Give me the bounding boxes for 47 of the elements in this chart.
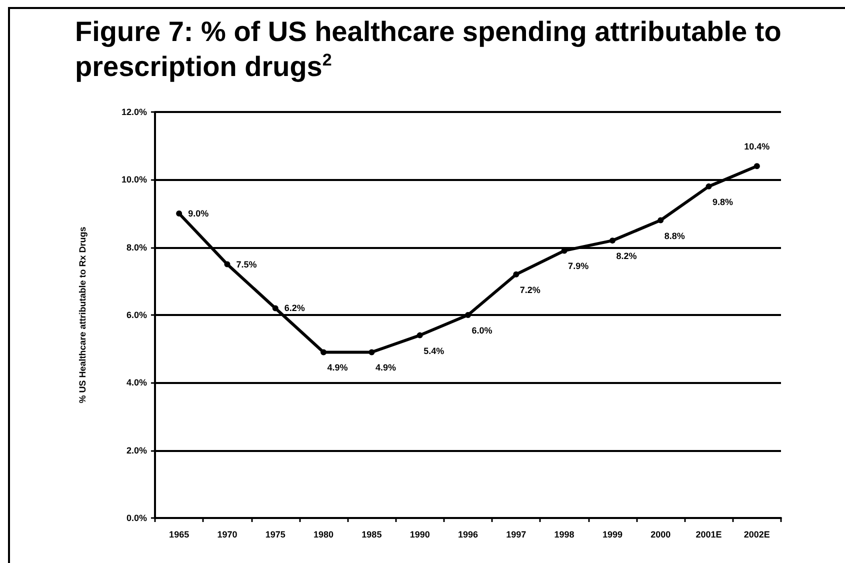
x-tick-label: 1996 <box>458 530 478 540</box>
point <box>176 210 182 216</box>
point <box>513 271 520 278</box>
chart-title: Figure 7: % of US healthcare spending attributable to prescription drugs$^{2}$ <box>75 15 782 84</box>
y-tick-label: 2.0% <box>126 445 147 456</box>
x-tick-label: 1990 <box>410 530 430 540</box>
data-label: 7.2% <box>520 284 540 295</box>
x-tick-label: 1999 <box>602 530 622 540</box>
point <box>706 183 712 190</box>
point <box>224 261 230 268</box>
data-label: 6.2% <box>284 303 305 314</box>
point <box>272 305 278 312</box>
point <box>320 349 327 356</box>
data-label: 5.4% <box>424 346 444 356</box>
data-label: 8.8% <box>664 230 685 241</box>
point <box>465 312 471 318</box>
y-tick-label: 0.0% <box>126 513 147 523</box>
x-tick-label: 1985 <box>362 530 382 540</box>
point <box>754 163 760 170</box>
x-tick-label: 1997 <box>506 530 526 540</box>
x-tick-label: 2000 <box>650 530 671 540</box>
x-tick-label: 1980 <box>314 530 334 540</box>
y-tick-label: 12.0% <box>121 107 147 117</box>
y-tick-label: 6.0% <box>126 310 147 320</box>
data-label: 8.2% <box>616 251 637 262</box>
x-tick-label: 1970 <box>217 530 238 540</box>
data-label: 9.8% <box>712 196 734 207</box>
y-axis-title: % US Healthcare attributable to Rx Drugs <box>78 226 88 404</box>
point <box>368 349 375 356</box>
y-tick-label: 4.0% <box>126 378 147 388</box>
point <box>609 238 616 244</box>
data-label: 9.0% <box>188 208 209 218</box>
data-label: 4.9% <box>375 362 396 373</box>
x-tick-label: 1998 <box>554 530 574 540</box>
y-tick-label: 8.0% <box>126 242 147 252</box>
point <box>416 332 423 338</box>
data-label: 7.9% <box>568 261 589 272</box>
data-label: 7.5% <box>236 259 257 270</box>
data-label: 10.4% <box>744 142 770 152</box>
x-tick-label: 1975 <box>265 530 286 540</box>
x-tick-label: 2001E <box>696 530 722 540</box>
x-tick-label: 2002E <box>744 530 770 540</box>
point <box>658 217 664 224</box>
data-label: 4.9% <box>327 362 348 373</box>
y-tick-label: 10.0% <box>121 174 147 185</box>
x-tick-label: 1965 <box>169 530 190 540</box>
data-label: 6.0% <box>472 326 492 336</box>
